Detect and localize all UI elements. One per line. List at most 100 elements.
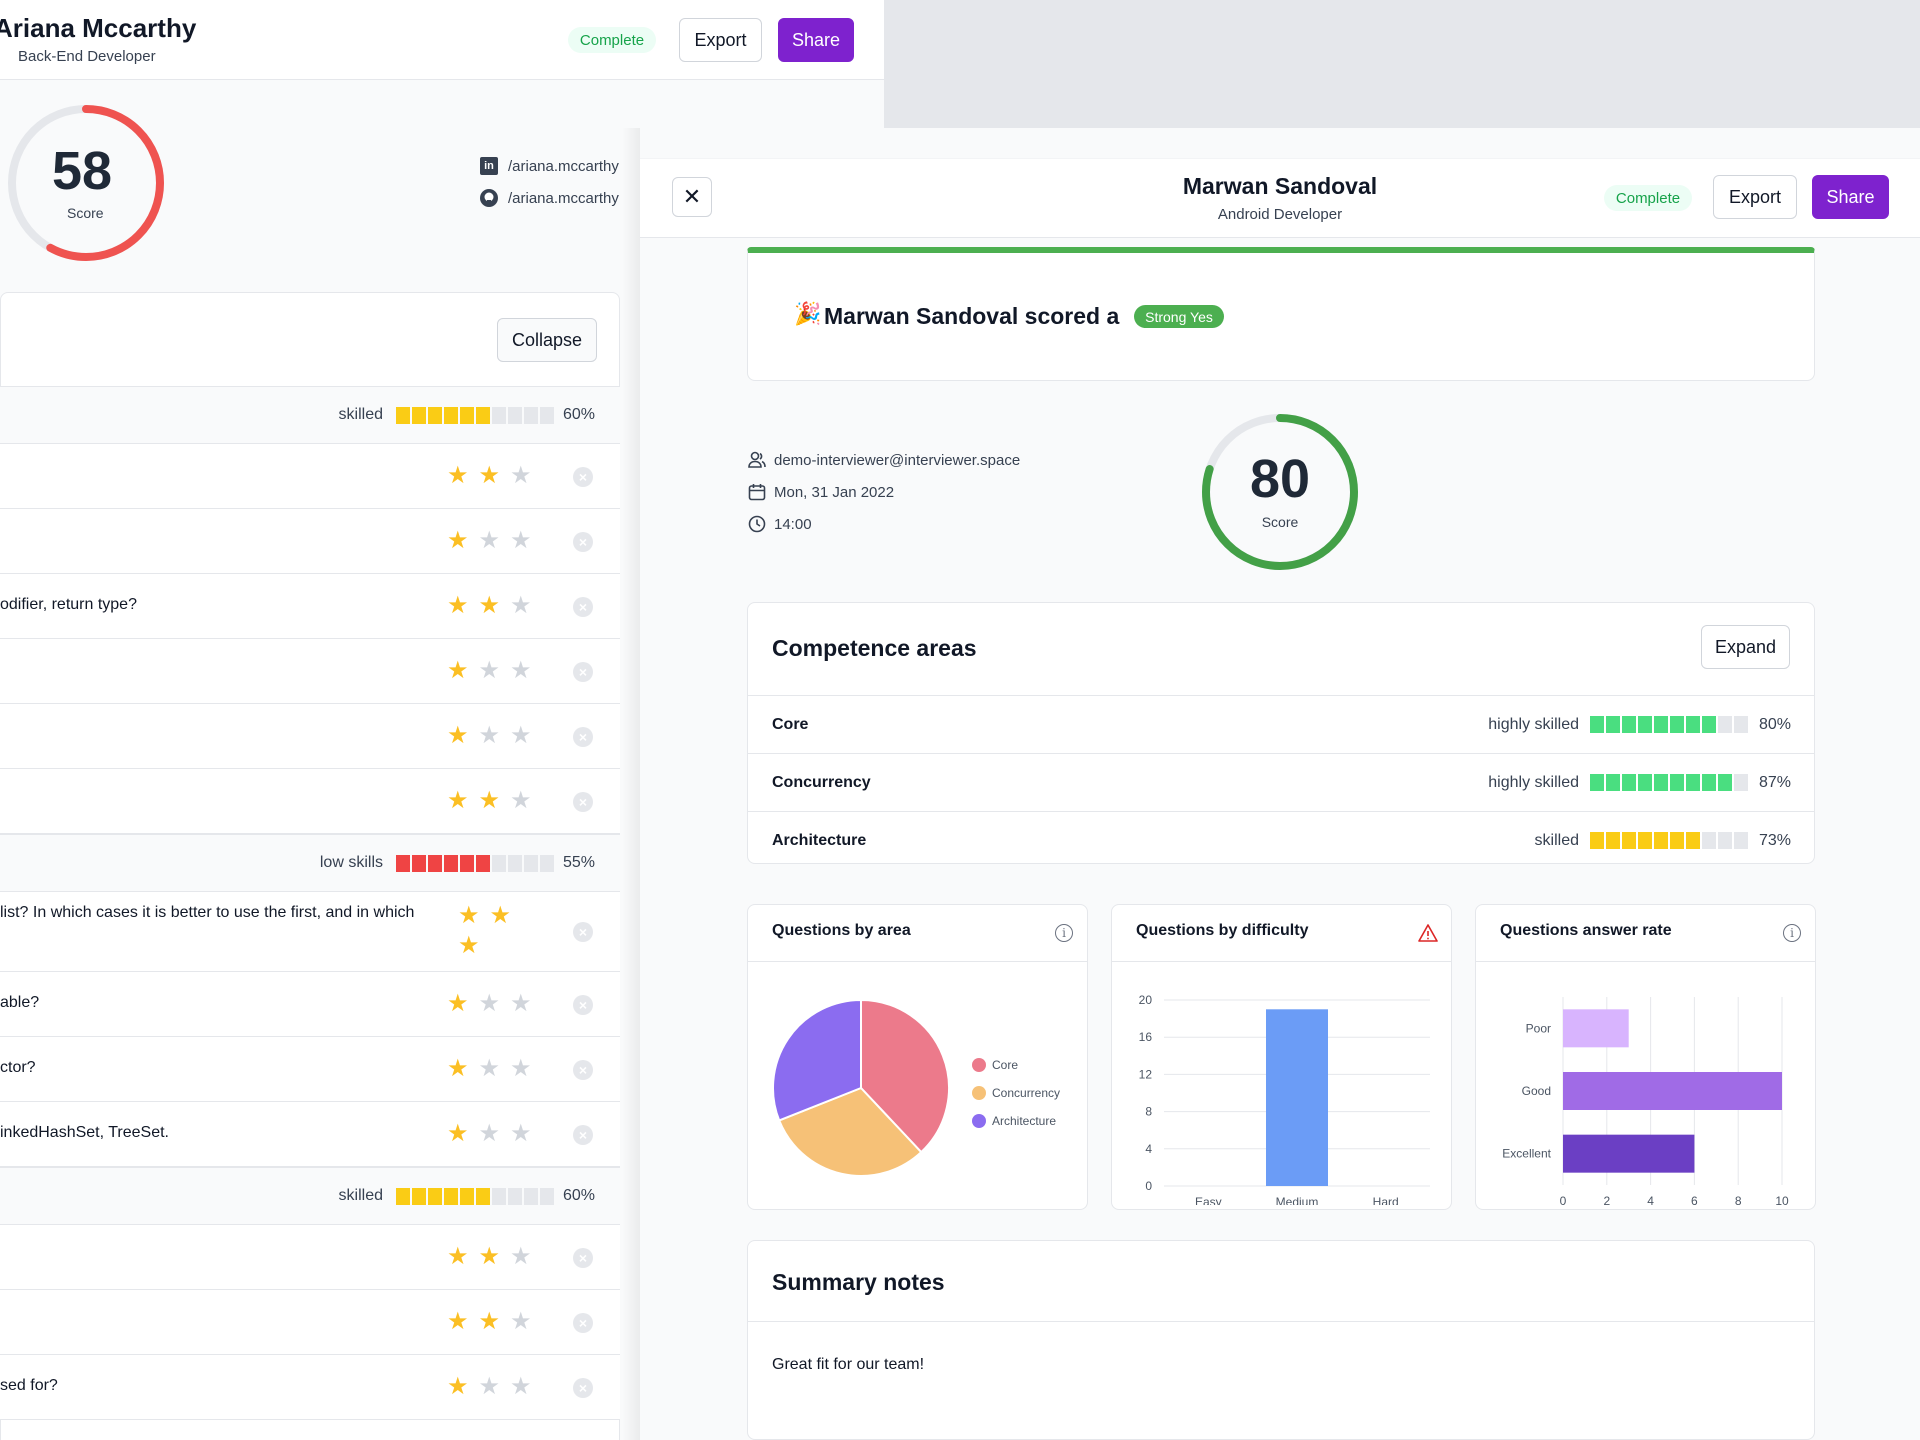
question-row[interactable]: inkedHashSet, TreeSet. ★ ★ ★ × xyxy=(0,1102,620,1167)
star-icon[interactable]: ★ xyxy=(478,1373,501,1400)
clear-rating-icon[interactable]: × xyxy=(573,1312,593,1333)
pie-slice[interactable] xyxy=(772,998,862,1122)
right-share-button[interactable]: Share xyxy=(1812,175,1889,219)
star-rating[interactable]: ★ ★ ★ xyxy=(447,659,532,683)
star-icon[interactable]: ★ xyxy=(447,722,469,749)
star-icon[interactable]: ★ xyxy=(510,657,532,684)
star-icon[interactable]: ★ xyxy=(447,1308,469,1335)
star-icon[interactable]: ★ xyxy=(478,722,501,749)
star-icon[interactable]: ★ xyxy=(478,787,501,814)
info-icon[interactable]: i xyxy=(1055,924,1073,942)
star-icon[interactable]: ★ xyxy=(447,990,469,1017)
star-icon[interactable]: ★ xyxy=(447,1243,469,1270)
clear-rating-icon[interactable]: × xyxy=(573,1059,593,1080)
star-icon[interactable]: ★ xyxy=(510,527,532,554)
star-icon[interactable]: ★ xyxy=(478,592,501,619)
star-icon[interactable]: ★ xyxy=(447,462,469,489)
star-icon[interactable]: ★ xyxy=(510,787,532,814)
star-icon[interactable]: ★ xyxy=(478,657,501,684)
question-row[interactable]: ★ ★ ★ × xyxy=(0,704,620,769)
star-icon[interactable]: ★ xyxy=(478,990,501,1017)
star-icon[interactable]: ★ xyxy=(510,1055,532,1082)
star-icon[interactable]: ★ xyxy=(478,462,501,489)
star-rating[interactable]: ★ ★ ★ xyxy=(447,1122,532,1146)
bar[interactable] xyxy=(1266,1009,1328,1186)
competence-row[interactable]: Core highly skilled 80% xyxy=(748,695,1814,753)
info-icon[interactable]: i xyxy=(1783,924,1801,942)
question-row[interactable]: list? In which cases it is better to use… xyxy=(0,892,620,972)
star-icon[interactable]: ★ xyxy=(447,1120,469,1147)
star-icon[interactable]: ★ xyxy=(447,527,469,554)
star-rating[interactable]: ★ ★ ★ xyxy=(447,992,532,1016)
star-icon[interactable]: ★ xyxy=(447,787,469,814)
question-row[interactable]: ★ ★ ★ × xyxy=(0,509,620,574)
left-export-button[interactable]: Export xyxy=(679,18,762,62)
bar[interactable] xyxy=(1563,1009,1629,1048)
star-icon[interactable]: ★ xyxy=(447,657,469,684)
star-rating[interactable]: ★ ★ ★ xyxy=(447,464,532,488)
star-rating[interactable]: ★ ★ ★ xyxy=(447,1057,532,1081)
star-rating[interactable]: ★ ★ ★ xyxy=(447,789,532,813)
clear-rating-icon[interactable]: × xyxy=(573,791,593,812)
pie-slice[interactable] xyxy=(860,998,950,1154)
clear-rating-icon[interactable]: × xyxy=(573,466,593,487)
star-icon[interactable]: ★ xyxy=(478,1243,501,1270)
bar[interactable] xyxy=(1563,1072,1782,1110)
left-share-button[interactable]: Share xyxy=(778,18,854,62)
clear-rating-icon[interactable]: × xyxy=(573,596,593,617)
star-rating[interactable]: ★ ★ ★ xyxy=(447,1375,532,1399)
clear-rating-icon[interactable]: × xyxy=(573,1124,593,1145)
question-row[interactable]: odifier, return type? ★ ★ ★ × xyxy=(0,574,620,639)
star-icon[interactable]: ★ xyxy=(447,592,469,619)
warning-icon[interactable] xyxy=(1418,924,1438,942)
star-icon[interactable]: ★ xyxy=(489,902,512,929)
star-icon[interactable]: ★ xyxy=(478,1308,501,1335)
star-icon[interactable]: ★ xyxy=(447,1055,469,1082)
section-header[interactable]: skilled 60% xyxy=(0,386,620,444)
question-row[interactable]: ★ ★ ★ × xyxy=(0,1290,620,1355)
star-rating[interactable]: ★ ★ ★ xyxy=(458,904,518,958)
clear-rating-icon[interactable]: × xyxy=(573,726,593,747)
question-row[interactable]: able? ★ ★ ★ × xyxy=(0,972,620,1037)
left-linkedin-link[interactable]: /ariana.mccarthy xyxy=(508,158,619,175)
clear-rating-icon[interactable]: × xyxy=(573,1247,593,1268)
clear-rating-icon[interactable]: × xyxy=(573,531,593,552)
star-icon[interactable]: ★ xyxy=(510,1308,532,1335)
star-icon[interactable]: ★ xyxy=(478,1120,501,1147)
question-row[interactable]: sed for? ★ ★ ★ × xyxy=(0,1355,620,1420)
github-icon[interactable] xyxy=(479,188,499,208)
collapse-button[interactable]: Collapse xyxy=(497,318,597,362)
star-icon[interactable]: ★ xyxy=(478,527,501,554)
star-icon[interactable]: ★ xyxy=(510,1243,532,1270)
star-icon[interactable]: ★ xyxy=(510,990,532,1017)
star-rating[interactable]: ★ ★ ★ xyxy=(447,529,532,553)
bar[interactable] xyxy=(1563,1134,1695,1173)
star-rating[interactable]: ★ ★ ★ xyxy=(447,594,532,618)
clear-rating-icon[interactable]: × xyxy=(573,994,593,1015)
question-row[interactable]: ctor? ★ ★ ★ × xyxy=(0,1037,620,1102)
question-row[interactable]: ★ ★ ★ × xyxy=(0,769,620,834)
clear-rating-icon[interactable]: × xyxy=(573,1377,593,1398)
question-row[interactable]: ★ ★ ★ × xyxy=(0,444,620,509)
star-icon[interactable]: ★ xyxy=(510,592,532,619)
right-export-button[interactable]: Export xyxy=(1713,175,1797,219)
star-rating[interactable]: ★ ★ ★ xyxy=(447,1310,532,1334)
question-row[interactable]: ★ ★ ★ × xyxy=(0,1225,620,1290)
star-icon[interactable]: ★ xyxy=(510,1120,532,1147)
section-header[interactable]: low skills 55% xyxy=(0,834,620,892)
expand-button[interactable]: Expand xyxy=(1701,625,1790,669)
star-icon[interactable]: ★ xyxy=(510,1373,532,1400)
star-rating[interactable]: ★ ★ ★ xyxy=(447,724,532,748)
star-icon[interactable]: ★ xyxy=(458,932,480,959)
pie-slice[interactable] xyxy=(777,1086,923,1177)
star-icon[interactable]: ★ xyxy=(447,1373,469,1400)
question-row[interactable]: ★ ★ ★ × xyxy=(0,639,620,704)
close-button[interactable]: ✕ xyxy=(672,177,712,217)
star-icon[interactable]: ★ xyxy=(458,902,480,929)
clear-rating-icon[interactable]: × xyxy=(573,922,593,942)
star-icon[interactable]: ★ xyxy=(510,722,532,749)
left-github-link[interactable]: /ariana.mccarthy xyxy=(508,190,619,207)
competence-row[interactable]: Concurrency highly skilled 87% xyxy=(748,753,1814,811)
section-header[interactable]: skilled 60% xyxy=(0,1167,620,1225)
clear-rating-icon[interactable]: × xyxy=(573,661,593,682)
